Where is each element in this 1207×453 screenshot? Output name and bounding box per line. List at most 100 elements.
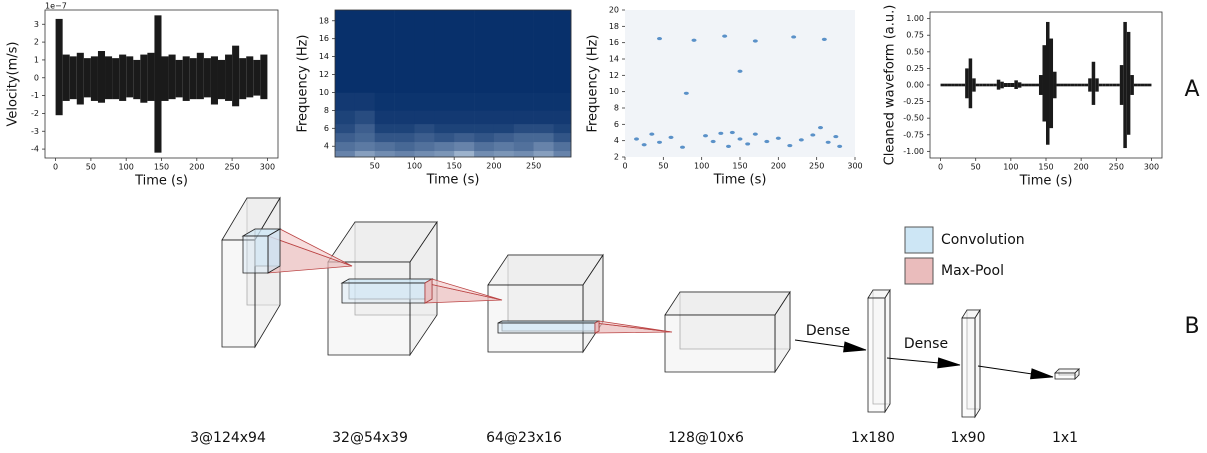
heatmap-cell bbox=[554, 124, 572, 133]
y-tick-label: 8 bbox=[324, 106, 329, 115]
x-tick-label: 100 bbox=[407, 162, 422, 171]
heatmap-cell bbox=[474, 142, 494, 151]
heatmap-cell bbox=[355, 124, 375, 133]
point bbox=[730, 131, 735, 134]
heatmap-cell bbox=[554, 151, 572, 158]
waveform-segment bbox=[1000, 82, 1004, 89]
x-tick-label: 250 bbox=[224, 163, 239, 172]
heatmap-cell bbox=[355, 10, 375, 93]
waveform-segment bbox=[1050, 39, 1054, 129]
waveform-segment bbox=[190, 58, 197, 99]
waveform-segment bbox=[955, 84, 959, 87]
y-tick-label: 12 bbox=[609, 71, 619, 80]
waveform-segment bbox=[1137, 84, 1141, 87]
x-tick-label: 150 bbox=[732, 162, 747, 171]
heatmap-cell bbox=[554, 142, 572, 151]
waveform-segment bbox=[77, 53, 84, 105]
y-tick-label: -2 bbox=[31, 109, 39, 118]
y-tick-label: 1.00 bbox=[906, 14, 924, 23]
heatmap-cell bbox=[494, 10, 514, 93]
point bbox=[753, 39, 758, 42]
arrow-head bbox=[1031, 369, 1053, 379]
waveform-segment bbox=[1102, 84, 1106, 87]
heatmap-cell bbox=[434, 133, 454, 142]
maxpool-face bbox=[425, 279, 432, 303]
point bbox=[818, 126, 823, 129]
waveform-segment bbox=[197, 53, 204, 99]
waveform-segment bbox=[70, 56, 77, 99]
waveform-segment bbox=[246, 56, 253, 97]
heatmap-cell bbox=[454, 133, 474, 142]
box-front bbox=[243, 236, 268, 273]
waveform-segment bbox=[1099, 84, 1103, 87]
heatmap-cell bbox=[355, 151, 375, 158]
y-tick-label: -1.00 bbox=[903, 147, 924, 156]
waveform-segment bbox=[948, 84, 952, 87]
waveform-segment bbox=[1046, 22, 1050, 145]
heatmap-cell bbox=[454, 142, 474, 151]
y-tick-label: -4 bbox=[31, 145, 39, 154]
y-tick-label: 0.00 bbox=[906, 81, 924, 90]
x-tick-label: 300 bbox=[260, 163, 275, 172]
waveform-segment bbox=[56, 19, 63, 115]
waveform-segment bbox=[941, 84, 945, 87]
x-tick-label: 0 bbox=[53, 163, 58, 172]
x-tick-label: 250 bbox=[809, 162, 824, 171]
waveform-segment bbox=[119, 55, 126, 101]
heatmap-cell bbox=[534, 133, 554, 142]
waveform-segment bbox=[1141, 84, 1145, 87]
y-tick-label: 4 bbox=[324, 142, 329, 151]
waveform-segment bbox=[169, 55, 176, 100]
point bbox=[791, 35, 796, 38]
waveform-segment bbox=[944, 84, 948, 87]
heatmap-cell bbox=[514, 142, 534, 151]
point bbox=[642, 143, 647, 146]
point bbox=[837, 145, 842, 148]
heatmap-cell bbox=[355, 142, 375, 151]
waveform-segment bbox=[154, 15, 161, 152]
heatmap-cell bbox=[395, 10, 415, 93]
waveform-segment bbox=[1144, 84, 1148, 87]
heatmap-cell bbox=[454, 10, 474, 93]
x-axis-label: Time (s) bbox=[713, 173, 767, 188]
waveform-segment bbox=[1113, 84, 1117, 87]
heatmap-cell bbox=[474, 133, 494, 142]
heatmap-cell bbox=[375, 110, 395, 124]
heatmap-cell bbox=[395, 124, 415, 133]
point bbox=[799, 138, 804, 141]
layer-label: 128@10x6 bbox=[668, 430, 744, 446]
x-tick-label: 0 bbox=[938, 163, 943, 172]
waveform-segment bbox=[1123, 22, 1127, 148]
y-tick-label: -0.75 bbox=[903, 130, 924, 139]
y-tick-label: 2 bbox=[614, 153, 619, 162]
legend-swatch bbox=[905, 258, 933, 284]
heatmap-cell bbox=[375, 124, 395, 133]
y-tick-label: 8 bbox=[614, 104, 619, 113]
point bbox=[692, 39, 697, 42]
heatmap-cell bbox=[494, 151, 514, 158]
x-tick-label: 0 bbox=[622, 162, 627, 171]
panel-label: B bbox=[1184, 314, 1199, 339]
heatmap-cell bbox=[335, 133, 355, 142]
waveform-segment bbox=[1071, 84, 1075, 87]
arrow-head bbox=[938, 358, 960, 368]
box-front bbox=[665, 315, 775, 372]
x-tick-label: 200 bbox=[771, 162, 786, 171]
y-axis-label: Velocity(m/s) bbox=[6, 42, 21, 127]
x-tick-label: 300 bbox=[847, 162, 862, 171]
heatmap-cell bbox=[474, 110, 494, 124]
heatmap-cell bbox=[454, 110, 474, 124]
heatmap-cell bbox=[454, 151, 474, 158]
heatmap-cell bbox=[375, 10, 395, 93]
heatmap-cell bbox=[454, 92, 474, 110]
point bbox=[634, 137, 639, 140]
heatmap-cell bbox=[514, 151, 534, 158]
point bbox=[738, 70, 743, 73]
heatmap-cell bbox=[534, 110, 554, 124]
waveform-segment bbox=[63, 55, 70, 101]
point bbox=[669, 136, 674, 139]
waveform-segment bbox=[1014, 80, 1018, 89]
heatmap-cell bbox=[414, 110, 434, 124]
waveform-segment bbox=[126, 56, 133, 97]
x-axis-label: Time (s) bbox=[1019, 174, 1073, 189]
